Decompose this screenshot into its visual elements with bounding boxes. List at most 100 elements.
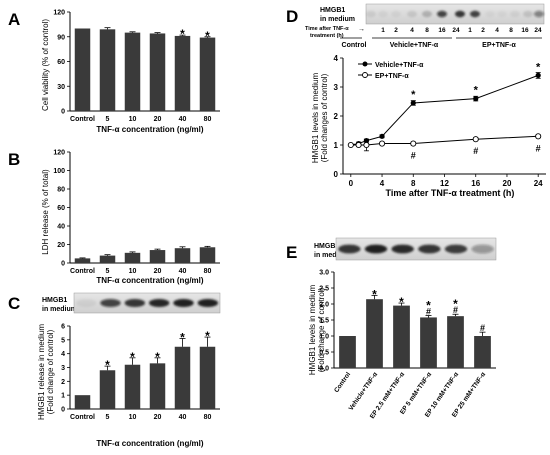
plotB-category-label: 10 [129, 268, 137, 275]
panel-c-plot: 0 1 2 3 4 5 6 Control * 5 * 10 * 20 * 40 * 80 [61, 324, 220, 421]
legend-marker-vehicle [362, 61, 368, 67]
plotC-ytick-label: 6 [61, 324, 65, 331]
plotE-star-marker: * [426, 299, 431, 313]
panel-d-time-label: 16 [521, 27, 529, 34]
plotA-category-label: 20 [154, 116, 162, 123]
plotC-category-label: 40 [179, 414, 187, 421]
panel-d-group-vehicle: Vehicle+TNF-α [390, 42, 439, 49]
plotA-ytick-label: 90 [57, 34, 65, 41]
panel-d-time-label: 24 [534, 27, 542, 34]
plotB-ytick-label: 20 [57, 242, 65, 249]
panel-a: Cell viability (% of control) 0 30 60 90 120… [41, 10, 220, 134]
panel-a-xlabel: TNF-α concentration (ng/ml) [96, 125, 203, 134]
plotC-category-label: Control [70, 414, 95, 421]
panel-c-ylabel-1: HMGB1 release in medium [37, 324, 46, 420]
plotE-hash-marker: # [426, 307, 431, 317]
panel-c: HMGB1 in medium HMGB1 release in medium … [37, 292, 221, 448]
blotC-band [148, 299, 170, 307]
blotC-band [124, 299, 146, 307]
plotD-star-marker: * [474, 85, 479, 97]
plotC-star-marker: * [105, 358, 110, 372]
plotD-ytick-label: 4 [334, 54, 339, 63]
plotE-bar [447, 316, 464, 368]
plotC-category-label: 80 [204, 414, 212, 421]
plotD-ytick-label: 1 [334, 141, 339, 150]
plotE-hash-marker: # [480, 323, 485, 333]
plotA-category-label: 80 [204, 116, 212, 123]
blotE-band [471, 244, 494, 254]
blotE-band [418, 244, 441, 254]
blotD-band [470, 10, 480, 18]
plotD-point-filled [410, 100, 416, 106]
panel-e-blot-label-2: in medium [314, 252, 349, 259]
panel-d-time-row-arrow: → [358, 26, 365, 33]
panel-e-ylabel-1: HMGB1 levels in medium [308, 285, 317, 376]
panel-d-time-labels: 1 2 4 8 16 24 1 2 4 8 16 24 [381, 27, 542, 34]
plotD-point-open [363, 141, 370, 149]
plotD-xtick-label: 0 [349, 179, 354, 188]
plotA-category-label: Control [70, 116, 95, 123]
plotE-star-marker: * [453, 297, 458, 311]
plotB-ytick-label: 80 [57, 187, 65, 194]
panel-d-ylabel-2: (Fold changes of control) [320, 73, 329, 162]
blotE-band [444, 244, 468, 254]
panel-e: HMGB1 in medium HMGB1 levels in medium (… [308, 237, 497, 420]
plotB-bar [99, 255, 116, 263]
panel-a-ylabel: Cell viability (% of control) [41, 19, 50, 111]
plotE-category-label: Control [333, 371, 352, 394]
plotB-bar [199, 247, 216, 263]
plotA-ytick-label: 0 [61, 109, 65, 116]
plotA-ytick-label: 60 [57, 59, 65, 66]
panel-d: HMGB1 in medium Time after TNF-α treatme… [305, 3, 546, 198]
blotE-membrane [335, 237, 497, 261]
plotE-ytick-label: 1.5 [319, 318, 329, 325]
plotB-ytick-label: 120 [53, 150, 65, 157]
plotC-bar [124, 364, 141, 409]
plotB-bar [74, 258, 91, 263]
plotD-star-marker: * [536, 61, 541, 73]
panel-b-ylabel: LDH release (% of total) [41, 169, 50, 255]
panel-e-ylabel-2: (Fold change of control) [317, 287, 326, 372]
panel-letter-e: E [286, 243, 297, 262]
plotB-bar [174, 248, 191, 263]
blotD-band [534, 10, 544, 18]
plotD-hash-marker: # [536, 143, 541, 153]
plotD-xtick-label: 20 [503, 179, 512, 188]
plotD-ytick-label: 2 [334, 112, 339, 121]
plotD-xtick-label: 16 [471, 179, 480, 188]
plotD-ytick-label: 3 [334, 83, 339, 92]
blotE-band [338, 244, 361, 254]
plotE-bar [420, 317, 437, 368]
plotE-hash-marker: # [453, 305, 458, 315]
panel-letter-c: C [8, 294, 20, 313]
plotA-bar [74, 28, 91, 111]
plotE-bar [474, 336, 491, 368]
plotD-hash-marker: # [411, 151, 416, 161]
legend-label-vehicle: Vehicle+TNF-α [375, 62, 424, 69]
panel-c-ylabel-2: (Fold change of control) [46, 329, 55, 414]
plotD-xtick-label: 4 [380, 179, 385, 188]
blotD-band [523, 10, 533, 18]
plotD-ytick-label: 0 [334, 170, 339, 179]
blotE-band [364, 244, 388, 254]
panel-d-xlabel: Time after TNF-α treatment (h) [386, 188, 515, 198]
plotE-ytick-label: 2.5 [319, 286, 329, 293]
panel-letter-d: D [286, 7, 298, 26]
plotB-category-label: 5 [106, 268, 110, 275]
panel-d-time-label: 8 [425, 27, 429, 34]
plotD-point-open [355, 141, 362, 149]
plotD-point-filled [379, 133, 385, 139]
plotD-point-filled [473, 96, 479, 102]
plotC-star-marker: * [130, 350, 135, 364]
plotA-ytick-label: 120 [53, 10, 65, 17]
plotA-bar [124, 32, 141, 111]
plotA-category-label: 10 [129, 116, 137, 123]
plotC-bar [174, 346, 191, 409]
plotE-bar [339, 336, 356, 368]
blotC-band [197, 299, 219, 307]
plotC-star-marker: * [155, 350, 160, 364]
panel-d-time-row-label-1: Time after TNF-α [305, 26, 349, 32]
blotD-band [378, 10, 388, 18]
plotB-bar [124, 252, 141, 263]
